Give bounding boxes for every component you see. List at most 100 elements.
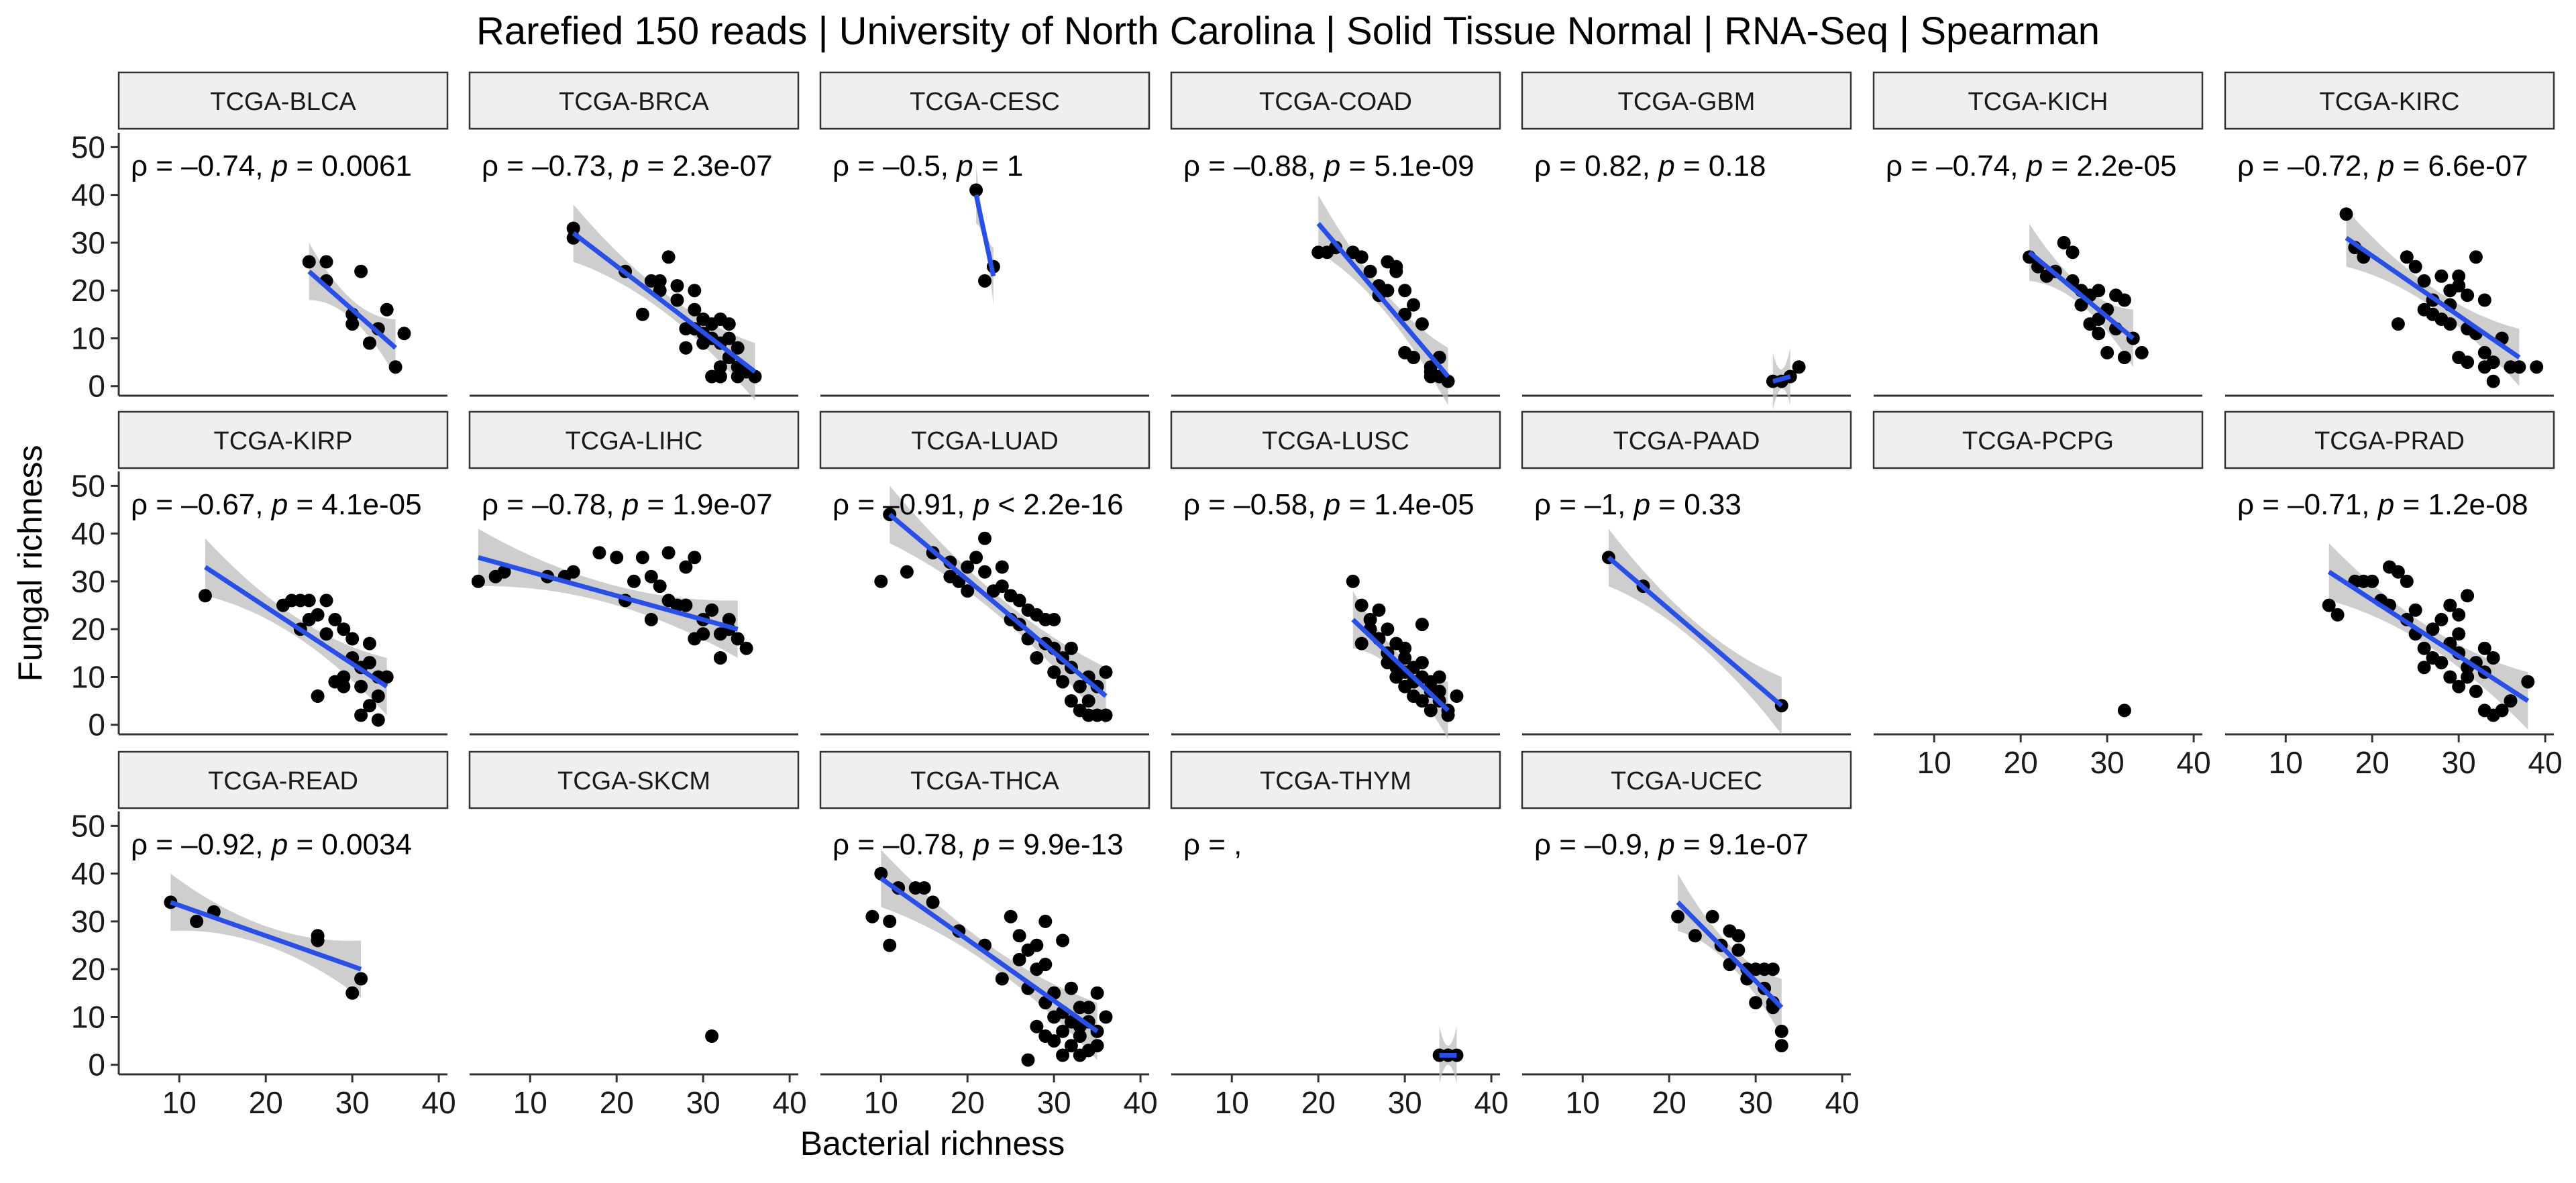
facet-panel: TCGA-LUSC ρ = –0.58, p = 1.4e-05	[1170, 410, 1501, 740]
data-point	[2322, 598, 2336, 612]
data-point	[337, 679, 351, 693]
data-point	[2400, 250, 2414, 264]
data-point	[731, 632, 745, 646]
data-point	[2400, 574, 2414, 588]
data-point	[2330, 608, 2345, 622]
data-point	[2495, 703, 2509, 718]
data-point	[1038, 1029, 1053, 1043]
y-tick-label: 10	[71, 999, 105, 1034]
data-point	[2443, 317, 2457, 331]
data-point	[2461, 670, 2475, 684]
facet-strip	[1170, 410, 1501, 469]
data-point	[311, 929, 325, 943]
data-point	[362, 656, 376, 670]
data-point	[2092, 313, 2106, 326]
facet-strip	[468, 410, 800, 469]
data-point	[345, 317, 360, 331]
data-point	[688, 284, 702, 298]
x-axis-title: Bacterial richness	[800, 1125, 1065, 1162]
facet-strip	[819, 71, 1150, 130]
facet-panel: TCGA-PCPG 10 20 30 40	[1872, 410, 2211, 780]
x-tick-label: 40	[2177, 745, 2211, 780]
data-point	[566, 221, 580, 235]
correlation-stat: ρ = –0.58, p = 1.4e-05	[1183, 488, 1474, 521]
correlation-stat: ρ = –0.91, p < 2.2e-16	[833, 488, 1124, 521]
data-point	[1398, 284, 1412, 298]
correlation-stat: ρ = –1, p = 0.33	[1534, 488, 1741, 521]
correlation-stat: ρ = –0.73, p = 2.3e-07	[482, 150, 773, 182]
data-point	[1012, 594, 1026, 608]
data-point	[1030, 1019, 1044, 1033]
facet-strip	[1872, 410, 2204, 469]
data-point	[362, 336, 376, 350]
data-point	[2417, 274, 2431, 288]
data-point	[1671, 909, 1685, 923]
data-point	[1774, 1024, 1788, 1038]
data-point	[1354, 598, 1368, 612]
x-tick-label: 40	[2528, 745, 2563, 780]
data-point	[1688, 929, 1702, 943]
data-point	[2057, 235, 2071, 249]
data-point	[319, 627, 333, 641]
fit-line	[1676, 900, 1784, 1009]
data-point	[1012, 952, 1026, 966]
data-point	[661, 546, 676, 560]
data-point	[1073, 1029, 1087, 1043]
data-point	[319, 594, 333, 608]
data-point	[1064, 641, 1078, 655]
data-point	[688, 632, 702, 646]
data-point	[2477, 641, 2491, 655]
correlation-stat: ρ = –0.78, p = 9.9e-13	[833, 828, 1124, 861]
facet-label: TCGA-THYM	[1260, 767, 1411, 795]
data-point	[1081, 708, 1095, 722]
data-point	[2074, 298, 2088, 312]
facet-panel: TCGA-KICH ρ = –0.74, p = 2.2e-05	[1872, 71, 2204, 397]
data-point	[2408, 260, 2422, 274]
data-point	[2117, 293, 2131, 307]
x-tick-label: 40	[1474, 1085, 1509, 1120]
data-point	[1099, 1010, 1113, 1024]
data-point	[371, 689, 385, 703]
fit-line	[477, 555, 739, 632]
facet-label: TCGA-THCA	[910, 767, 1059, 795]
data-point	[1073, 679, 1087, 693]
data-point	[739, 641, 753, 655]
data-point	[1389, 260, 1403, 274]
facet-label: TCGA-PCPG	[1962, 427, 2114, 455]
data-point	[388, 360, 402, 374]
data-point	[1398, 641, 1412, 655]
data-point	[311, 608, 325, 622]
data-point	[995, 560, 1009, 574]
data-point	[995, 972, 1009, 986]
data-point	[397, 327, 411, 341]
correlation-stat: ρ = –0.92, p = 0.0034	[131, 828, 412, 861]
x-tick-label: 20	[951, 1085, 985, 1120]
data-point	[592, 546, 606, 560]
data-point	[362, 699, 376, 713]
facet-panels: TCGA-BLCA 0 10 20 30 40 50 ρ = –0.74, p = 0.006…	[71, 71, 2563, 1120]
facet-panel: TCGA-LUAD ρ = –0.91, p < 2.2e-16	[819, 410, 1150, 736]
data-point	[337, 670, 351, 684]
data-point	[926, 895, 940, 909]
facet-label: TCGA-READ	[208, 767, 358, 795]
data-point	[969, 183, 983, 197]
facet-label: TCGA-UCEC	[1611, 767, 1762, 795]
x-tick-label: 30	[1739, 1085, 1773, 1120]
correlation-stat: ρ = –0.74, p = 2.2e-05	[1886, 150, 2177, 182]
facet-panel: TCGA-PRAD 10 20 30 40 ρ = –0.71, p = 1.2e-08	[2224, 410, 2563, 780]
data-point	[1354, 636, 1368, 651]
data-point	[969, 551, 983, 565]
x-tick-label: 20	[2355, 745, 2390, 780]
data-point	[705, 603, 719, 617]
correlation-stat: ρ = –0.71, p = 1.2e-08	[2237, 488, 2528, 521]
fit-line	[879, 876, 1099, 1033]
data-point	[2408, 603, 2422, 617]
y-tick-label: 40	[71, 516, 105, 551]
x-tick-label: 20	[1652, 1085, 1686, 1120]
data-point	[354, 972, 368, 986]
data-point	[2461, 589, 2475, 603]
data-point	[2504, 694, 2518, 708]
y-tick-label: 30	[71, 225, 105, 260]
x-tick-label: 10	[513, 1085, 547, 1120]
facet-strip	[468, 750, 800, 809]
